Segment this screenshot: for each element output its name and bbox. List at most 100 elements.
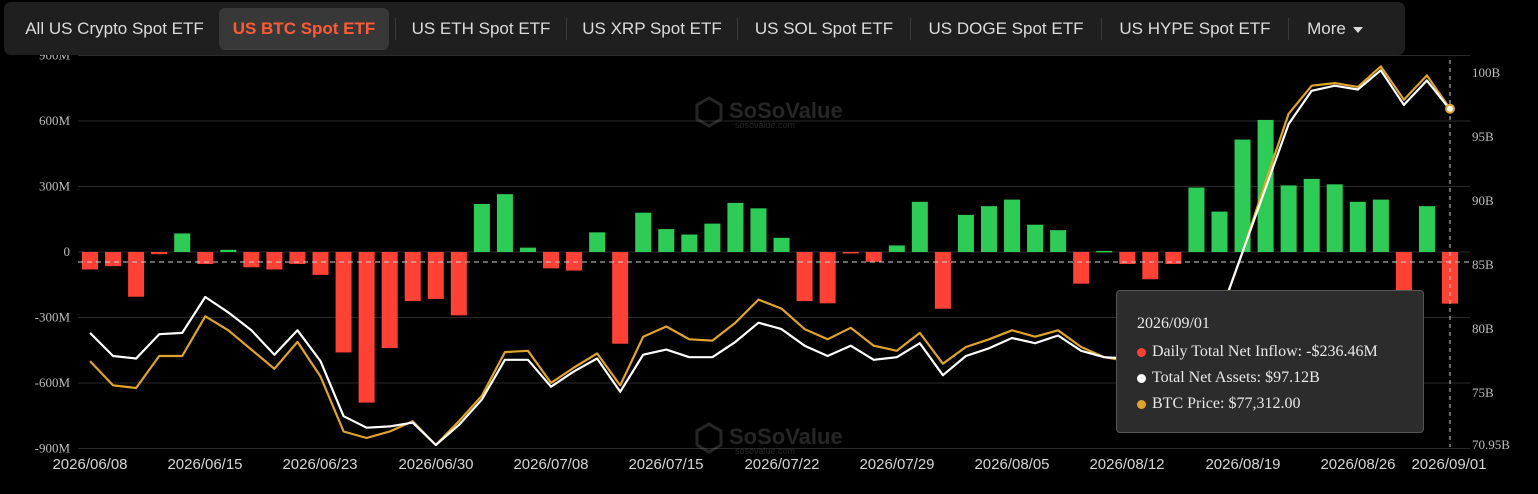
tooltip-date: 2026/09/01 <box>1137 315 1210 332</box>
inflow-bar <box>934 252 951 309</box>
left-tick-label: 300M <box>39 179 71 194</box>
tooltip-row-assets: Total Net Assets: $97.12B <box>1137 369 1320 387</box>
inflow-bar <box>174 233 191 252</box>
inflow-bar <box>1188 187 1205 252</box>
chevron-down-icon <box>1352 26 1363 33</box>
right-tick-label: 70.95B <box>1472 437 1510 452</box>
x-tick-label: 2026/08/12 <box>1089 456 1164 473</box>
tab-separator <box>1101 17 1102 40</box>
inflow-bar <box>589 232 606 252</box>
inflow-bar <box>612 252 629 344</box>
inflow-bar <box>1418 206 1435 252</box>
inflow-bar <box>1234 139 1251 252</box>
tooltip-row-inflow: Daily Total Net Inflow: -$236.46M <box>1137 343 1378 361</box>
x-tick-label: 2026/06/23 <box>282 456 357 473</box>
inflow-bar <box>1211 211 1228 252</box>
tab-separator <box>395 17 396 40</box>
inflow-bar <box>888 245 905 252</box>
tab-us-doge-spot-etf[interactable]: US DOGE Spot ETF <box>928 18 1084 38</box>
gridlines <box>78 55 1470 449</box>
more-dropdown[interactable]: More <box>1289 8 1381 50</box>
tooltip-row-price: BTC Price: $77,312.00 <box>1137 395 1300 413</box>
x-tick-label: 2026/07/22 <box>744 456 819 473</box>
legend-dot-icon <box>1137 347 1146 357</box>
inflow-bars <box>82 119 1458 403</box>
inflow-bar <box>1349 201 1366 252</box>
watermark: SoSoValue sosovalue.com SoSoValue sosova… <box>695 96 843 456</box>
inflow-bar <box>819 252 836 304</box>
inflow-bar <box>243 252 260 268</box>
right-tick-label: 75B <box>1472 385 1494 400</box>
inflow-bar <box>151 252 168 255</box>
tab-separator <box>1288 17 1289 40</box>
inflow-bar <box>911 201 928 252</box>
inflow-bar <box>266 252 283 270</box>
tab-separator <box>566 17 567 40</box>
right-tick-label: 85B <box>1472 257 1494 272</box>
inflow-bar <box>1372 199 1389 252</box>
inflow-bar <box>704 223 721 252</box>
x-tick-label: 2026/06/08 <box>52 456 127 473</box>
tab-us-hype-spot-etf[interactable]: US HYPE Spot ETF <box>1119 18 1271 38</box>
inflow-bar <box>220 249 237 252</box>
tab-all-us-crypto-spot-etf[interactable]: All US Crypto Spot ETF <box>25 18 204 38</box>
x-tick-label: 2026/07/15 <box>628 456 703 473</box>
left-tick-label: -300M <box>35 310 71 325</box>
inflow-bar <box>1027 224 1044 252</box>
inflow-bar <box>427 252 444 299</box>
x-tick-label: 2026/07/08 <box>513 456 588 473</box>
inflow-bar <box>381 252 398 349</box>
x-tick-label: 2026/09/01 <box>1411 456 1486 473</box>
right-tick-label: 80B <box>1472 321 1494 336</box>
inflow-bar <box>957 214 974 252</box>
inflow-bar <box>681 234 698 252</box>
inflow-bar <box>1303 178 1320 252</box>
inflow-bar <box>658 229 675 252</box>
inflow-bar <box>543 252 560 269</box>
inflow-bar <box>796 252 813 302</box>
tab-separator <box>910 17 911 40</box>
inflow-bar <box>727 202 744 252</box>
watermark-brand-bottom: SoSoValue <box>729 424 843 449</box>
tab-us-sol-spot-etf[interactable]: US SOL Spot ETF <box>754 18 894 38</box>
inflow-bar <box>450 252 467 316</box>
tab-us-xrp-spot-etf[interactable]: US XRP Spot ETF <box>582 18 722 38</box>
inflow-bar <box>312 252 329 275</box>
watermark-url-top: sosovalue.com <box>735 120 795 130</box>
x-tick-label: 2026/06/30 <box>398 456 473 473</box>
inflow-bar <box>1280 185 1297 252</box>
x-tick-label: 2026/08/26 <box>1320 456 1395 473</box>
inflow-bar <box>1142 252 1159 280</box>
inflow-bar <box>1119 252 1136 265</box>
inflow-bar <box>197 252 214 265</box>
legend-dot-icon <box>1137 373 1146 383</box>
inflow-bar <box>1073 252 1090 284</box>
tab-us-eth-spot-etf[interactable]: US ETH Spot ETF <box>411 18 551 38</box>
left-tick-label: -900M <box>35 441 71 456</box>
inflow-bar <box>473 203 490 252</box>
right-tick-label: 90B <box>1472 193 1494 208</box>
x-tick-label: 2026/06/15 <box>167 456 242 473</box>
inflow-bar <box>128 252 145 297</box>
inflow-bar <box>980 206 997 252</box>
tab-separator <box>737 17 738 40</box>
inflow-bar <box>335 252 352 353</box>
inflow-bar <box>496 194 513 252</box>
inflow-bar <box>404 252 421 302</box>
x-tick-label: 2026/07/29 <box>859 456 934 473</box>
inflow-bar <box>1050 230 1067 252</box>
watermark-url-bottom: sosovalue.com <box>735 446 795 456</box>
left-tick-label: -600M <box>35 375 71 390</box>
etf-tab-bar: All US Crypto Spot ETF US BTC Spot ETF U… <box>4 2 1405 55</box>
x-tick-label: 2026/08/19 <box>1205 456 1280 473</box>
inflow-bar <box>1096 250 1113 253</box>
inflow-bar <box>635 212 652 252</box>
inflow-bar <box>1326 184 1343 252</box>
tab-us-btc-spot-etf[interactable]: US BTC Spot ETF <box>219 7 389 50</box>
left-tick-label: 0 <box>64 244 71 259</box>
inflow-bar <box>1004 199 1021 252</box>
inflow-bar <box>842 252 859 254</box>
watermark-brand-top: SoSoValue <box>729 98 843 123</box>
